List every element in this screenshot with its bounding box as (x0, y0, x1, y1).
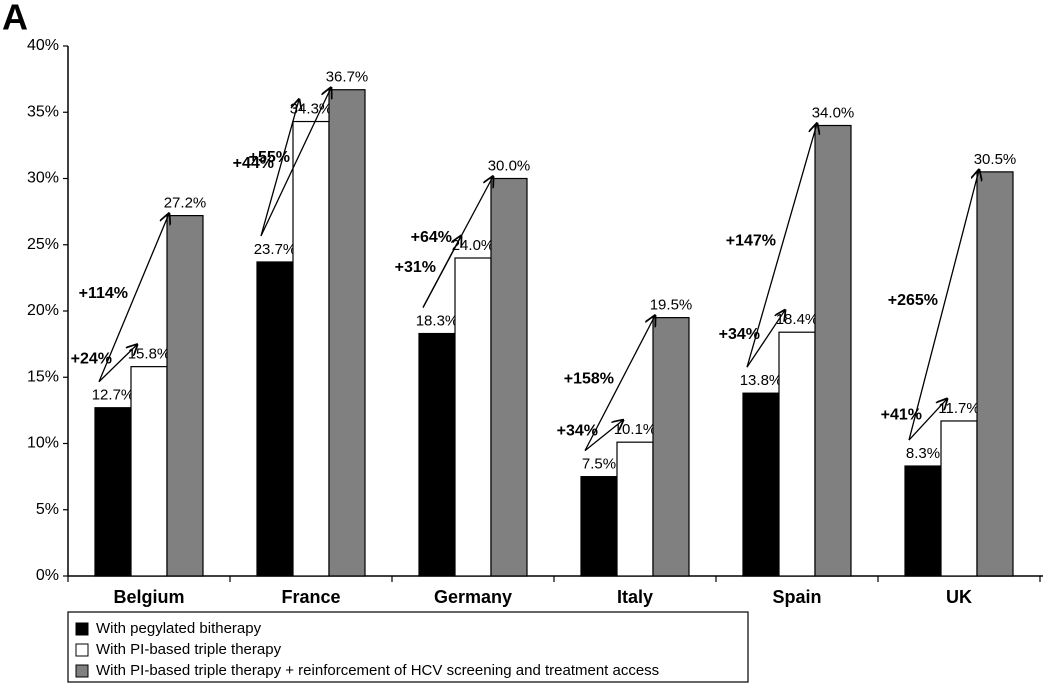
y-tick-label: 30% (27, 170, 59, 187)
value-label: 36.7% (326, 69, 369, 86)
x-tick-label: UK (946, 587, 972, 607)
bar (616, 441, 654, 577)
legend-label: With PI-based triple therapy (96, 641, 282, 658)
bar (454, 257, 492, 577)
increase-arrow (746, 124, 817, 368)
increase-arrow (260, 100, 299, 237)
bar (256, 261, 294, 577)
legend-swatch (75, 664, 89, 678)
bar (652, 317, 690, 577)
legend-label: With pegylated bitherapy (96, 620, 262, 637)
y-tick-label: 5% (36, 501, 59, 518)
increase-arrow (98, 345, 137, 383)
bar (292, 120, 330, 577)
increase-label: +147% (726, 233, 776, 250)
value-label: 19.5% (650, 297, 693, 314)
x-tick-label: France (281, 587, 340, 607)
y-tick-label: 0% (36, 567, 59, 584)
bar (490, 177, 528, 577)
legend (67, 611, 749, 683)
increase-arrow (584, 316, 655, 451)
increase-label: +34% (557, 423, 598, 440)
increase-arrow (908, 399, 947, 441)
bar (814, 124, 852, 577)
x-tick-label: Germany (434, 587, 512, 607)
increase-label: +31% (395, 259, 436, 276)
value-label: 12.7% (92, 387, 135, 404)
increase-arrow (260, 88, 331, 237)
y-tick-label: 35% (27, 103, 59, 120)
bar (94, 407, 132, 577)
y-tick-label: 20% (27, 302, 59, 319)
increase-arrow (584, 420, 623, 452)
value-label: 8.3% (906, 445, 940, 462)
value-label: 34.0% (812, 104, 855, 121)
increase-label: +24% (71, 350, 112, 367)
bar (904, 465, 942, 577)
value-label: 30.0% (488, 157, 531, 174)
bar (778, 331, 816, 577)
value-label: 24.0% (452, 237, 495, 254)
bar (166, 215, 204, 577)
increase-label: +64% (411, 229, 452, 246)
value-label: 10.1% (614, 421, 657, 438)
bar (130, 366, 168, 577)
increase-label: +44% (233, 155, 274, 172)
bar (742, 392, 780, 577)
y-tick-label: 25% (27, 236, 59, 253)
increase-arrow (746, 310, 785, 368)
x-tick-label: Belgium (113, 587, 184, 607)
value-label: 13.8% (740, 372, 783, 389)
increase-label: +158% (564, 370, 614, 387)
increase-arrow (422, 177, 493, 308)
y-tick-label: 10% (27, 435, 59, 452)
value-label: 30.5% (974, 151, 1017, 168)
increase-label: +41% (881, 407, 922, 424)
value-label: 7.5% (582, 456, 616, 473)
bar (976, 171, 1014, 577)
legend-label: With PI-based triple therapy + reinforce… (96, 662, 659, 679)
legend-swatch (75, 643, 89, 657)
x-tick-label: Italy (617, 587, 653, 607)
x-tick-label: Spain (772, 587, 821, 607)
value-label: 27.2% (164, 195, 207, 212)
increase-label: +265% (888, 292, 938, 309)
y-tick-label: 15% (27, 368, 59, 385)
y-tick-label: 40% (27, 37, 59, 54)
legend-swatch (75, 622, 89, 636)
bar (580, 476, 618, 577)
value-label: 18.3% (416, 312, 459, 329)
value-label: 23.7% (254, 241, 297, 258)
increase-label: +55% (249, 149, 290, 166)
bar (418, 332, 456, 577)
increase-label: +34% (719, 326, 760, 343)
increase-label: +114% (79, 285, 128, 302)
increase-arrow (98, 214, 169, 382)
bar (940, 420, 978, 577)
panel-label: A (2, 0, 28, 38)
increase-arrow (908, 170, 979, 441)
bar (328, 89, 366, 577)
